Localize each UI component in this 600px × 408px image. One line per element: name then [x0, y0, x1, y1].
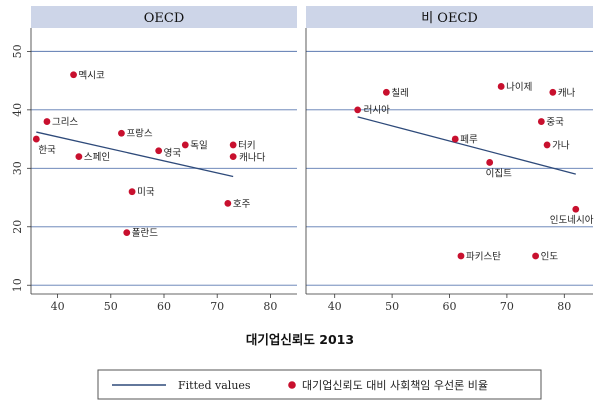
plot-area: [306, 28, 593, 294]
point-label: 영국: [164, 148, 182, 159]
panel-header: [306, 6, 593, 28]
x-tick-label: 70: [210, 300, 224, 313]
data-point: [229, 141, 237, 149]
fitted-line: [36, 131, 234, 178]
point-label: 한국: [38, 145, 56, 156]
point-label: 인도네시아: [550, 215, 594, 226]
data-point: [486, 159, 494, 166]
point-label: 캐나다: [239, 153, 265, 164]
panel-title: 비 OECD: [421, 11, 478, 26]
data-point: [537, 118, 545, 125]
point-label: 페루: [460, 135, 478, 146]
data-point: [128, 188, 136, 196]
data-point: [123, 229, 131, 237]
point-label: 독일: [190, 140, 207, 151]
point-label: 칠레: [391, 88, 408, 99]
legend: Fitted values 대기업신뢰도 대비 사회책임 우선론 비율: [97, 369, 542, 400]
legend-marker-swatch: [288, 381, 296, 389]
panel-title: OECD: [144, 11, 185, 26]
x-tick-label: 50: [385, 300, 399, 313]
data-point: [451, 135, 459, 143]
data-point: [224, 199, 232, 207]
panel-header: [31, 6, 297, 28]
data-point: [354, 106, 362, 114]
x-axis-label: 대기업신뢰도 2013: [246, 332, 354, 347]
y-tick-label: 40: [11, 103, 24, 117]
x-tick-label: 70: [500, 300, 514, 313]
data-point: [43, 118, 51, 125]
x-tick-label: 80: [263, 300, 277, 313]
legend-scatter-label: 대기업신뢰도 대비 사회책임 우선론 비율: [302, 379, 488, 392]
data-point: [229, 153, 237, 161]
data-point: [543, 141, 551, 149]
point-label: 인도: [541, 252, 559, 263]
point-label: 호주: [233, 199, 251, 210]
fitted-line: [357, 116, 576, 175]
y-tick-label: 50: [11, 44, 24, 58]
point-label: 터키: [238, 140, 255, 151]
point-label: 멕시코: [79, 70, 105, 81]
point-label: 중국: [546, 117, 564, 128]
data-point: [32, 135, 40, 143]
point-label: 가나: [552, 140, 570, 151]
x-tick-label: 80: [557, 300, 571, 313]
x-tick-label: 60: [157, 300, 171, 313]
point-label: 프랑스: [126, 128, 152, 140]
point-label: 스페인: [84, 152, 110, 163]
data-point: [70, 71, 77, 79]
y-tick-label: 20: [11, 220, 24, 234]
point-label: 폴란드: [132, 227, 158, 239]
y-tick-label: 30: [11, 161, 24, 175]
point-label: 러시아: [364, 105, 390, 116]
data-point: [155, 147, 163, 155]
point-label: 캐나: [558, 88, 576, 99]
data-point: [549, 88, 557, 96]
point-label: 이집트: [486, 167, 512, 179]
point-label: 미국: [137, 187, 155, 198]
data-point: [572, 205, 580, 213]
legend-fitted-label: Fitted values: [178, 379, 251, 392]
x-tick-label: 40: [51, 300, 65, 313]
x-tick-label: 50: [104, 300, 118, 313]
data-point: [457, 252, 465, 260]
data-point: [532, 252, 539, 260]
data-point: [181, 141, 189, 149]
data-point: [382, 88, 390, 96]
data-point: [75, 153, 83, 161]
point-label: 그리스: [52, 117, 78, 128]
x-tick-label: 60: [443, 300, 457, 313]
point-label: 나이제: [506, 82, 532, 93]
x-tick-label: 40: [328, 300, 342, 313]
data-point: [118, 129, 125, 137]
data-point: [497, 83, 505, 90]
legend-box: [97, 369, 542, 400]
y-tick-label: 10: [11, 278, 24, 292]
point-label: 파키스탄: [466, 252, 501, 263]
